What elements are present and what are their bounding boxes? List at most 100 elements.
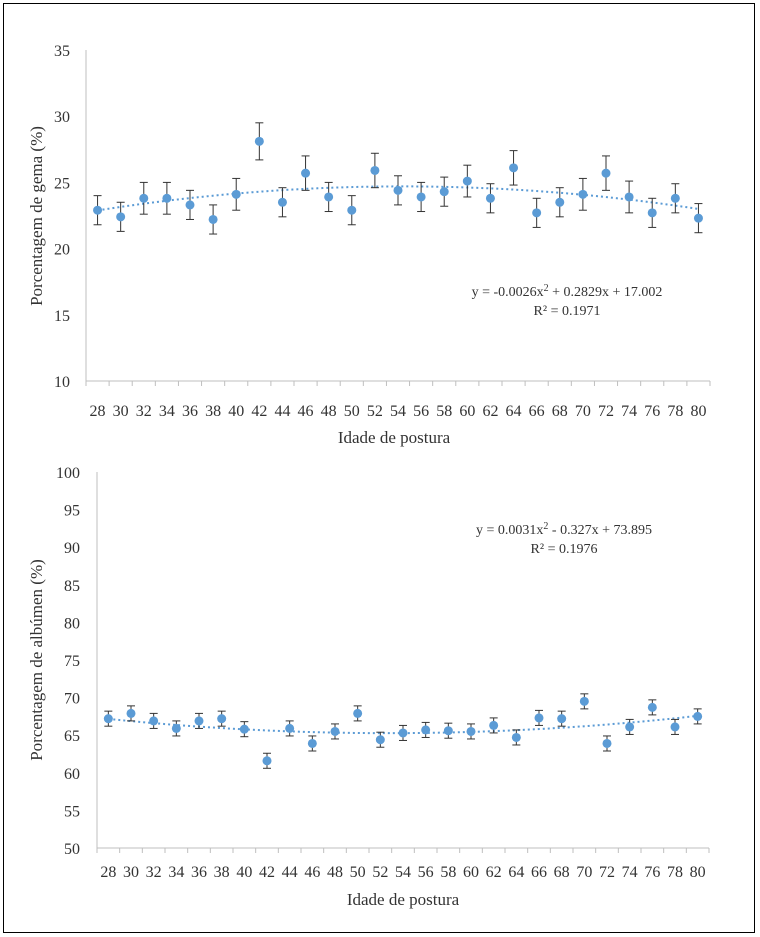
- x-axis-title: Idade de postura: [347, 890, 460, 909]
- data-point: [555, 197, 565, 207]
- x-tick-label: 44: [282, 864, 298, 881]
- data-point: [462, 176, 472, 186]
- y-tick-label: 30: [54, 109, 70, 126]
- x-axis-title: Idade de postura: [338, 428, 451, 447]
- x-tick-label: 52: [372, 864, 388, 881]
- data-point: [624, 192, 634, 202]
- equation-superscript: 2: [543, 521, 548, 532]
- data-point: [116, 212, 126, 222]
- data-point: [208, 214, 218, 224]
- y-tick-label: 25: [54, 175, 70, 192]
- y-axis-title: Porcentagem de gema (%): [27, 126, 46, 306]
- x-tick-label: 48: [327, 864, 343, 881]
- x-tick-label: 72: [598, 403, 614, 420]
- x-tick-label: 42: [259, 864, 275, 881]
- data-point: [347, 205, 357, 215]
- data-point: [194, 716, 204, 726]
- data-point: [217, 714, 227, 724]
- x-tick-label: 54: [395, 864, 411, 881]
- x-tick-label: 64: [508, 864, 524, 881]
- trendline-equation: y = -0.0026x2 + 0.2829x + 17.002: [472, 283, 663, 300]
- x-tick-label: 56: [413, 403, 429, 420]
- x-tick-label: 28: [90, 403, 106, 420]
- data-point: [439, 187, 449, 197]
- chart-egg-albumen: 50 55 60 65 70 75 80 85 90 95 100 28 30 32 34 36 38 40 42…: [27, 465, 710, 909]
- data-point: [534, 713, 544, 723]
- x-tick-label: 50: [350, 864, 366, 881]
- y-tick-label: 50: [64, 841, 80, 858]
- data-point: [231, 189, 241, 199]
- data-point: [670, 722, 680, 732]
- data-point: [532, 208, 542, 218]
- x-tick-label: 74: [622, 864, 638, 881]
- y-tick-label: 20: [54, 242, 70, 259]
- equation-superscript: 2: [544, 283, 549, 294]
- data-point: [647, 208, 657, 218]
- x-tick-label: 70: [576, 864, 592, 881]
- x-tick-label: 30: [123, 864, 139, 881]
- x-tick-label: 46: [304, 864, 320, 881]
- x-tick-label: 62: [486, 864, 502, 881]
- x-tick-label: 58: [440, 864, 456, 881]
- equation-rest: + 0.2829x + 17.002: [549, 285, 663, 300]
- x-tick-label: 72: [599, 864, 615, 881]
- data-point: [416, 192, 426, 202]
- r-squared-label: R² = 0.1976: [531, 542, 598, 557]
- x-tick-label: 76: [644, 864, 660, 881]
- x-tick-label: 66: [531, 864, 547, 881]
- data-point: [239, 724, 249, 734]
- data-point: [509, 163, 519, 173]
- data-point: [557, 714, 567, 724]
- data-point: [171, 723, 181, 733]
- x-tick-label: 38: [205, 403, 221, 420]
- x-tick-label: 52: [367, 403, 383, 420]
- x-tick-label: 62: [482, 403, 498, 420]
- data-point: [443, 726, 453, 736]
- data-point: [398, 728, 408, 738]
- data-point: [149, 716, 159, 726]
- y-tick-label: 90: [64, 540, 80, 557]
- data-point: [301, 168, 311, 178]
- data-point: [324, 192, 334, 202]
- x-tick-label: 68: [552, 403, 568, 420]
- y-tick-label: 70: [64, 691, 80, 708]
- x-tick-label: 70: [575, 403, 591, 420]
- data-point: [254, 136, 264, 146]
- data-point: [126, 708, 136, 718]
- x-tick-label: 74: [621, 403, 637, 420]
- x-tick-label: 78: [667, 864, 683, 881]
- x-tick-label: 54: [390, 403, 406, 420]
- data-point: [489, 720, 499, 730]
- x-tick-label: 48: [321, 403, 337, 420]
- x-tick-label: 78: [667, 403, 683, 420]
- data-point: [693, 711, 703, 721]
- y-axis-title: Porcentagem de albúmen (%): [27, 559, 46, 761]
- x-tick-label: 30: [113, 403, 129, 420]
- data-point: [307, 738, 317, 748]
- data-point: [693, 213, 703, 223]
- data-point: [625, 722, 635, 732]
- data-point: [511, 732, 521, 742]
- figure-frame: [3, 3, 755, 933]
- x-tick-label: 44: [274, 403, 290, 420]
- y-tick-label: 10: [54, 374, 70, 391]
- x-tick-label: 36: [182, 403, 198, 420]
- data-point: [578, 189, 588, 199]
- y-tick-label: 15: [54, 308, 70, 325]
- data-point: [139, 193, 149, 203]
- x-tick-label: 32: [136, 403, 152, 420]
- data-point: [601, 168, 611, 178]
- x-tick-label: 60: [463, 864, 479, 881]
- x-tick-label: 60: [459, 403, 475, 420]
- data-point: [579, 696, 589, 706]
- data-point: [185, 200, 195, 210]
- y-tick-label: 35: [54, 43, 70, 60]
- data-point: [393, 185, 403, 195]
- x-tick-label: 80: [690, 403, 706, 420]
- y-tick-label: 95: [64, 503, 80, 520]
- chart-egg-yolk: 10 15 20 25 30 35 28 30 32 34 36 38 40 42 44 46 48 50 52 5…: [27, 43, 711, 447]
- x-tick-label: 50: [344, 403, 360, 420]
- data-point: [375, 735, 385, 745]
- data-point: [262, 756, 272, 766]
- equation-rest: - 0.327x + 73.895: [548, 523, 652, 538]
